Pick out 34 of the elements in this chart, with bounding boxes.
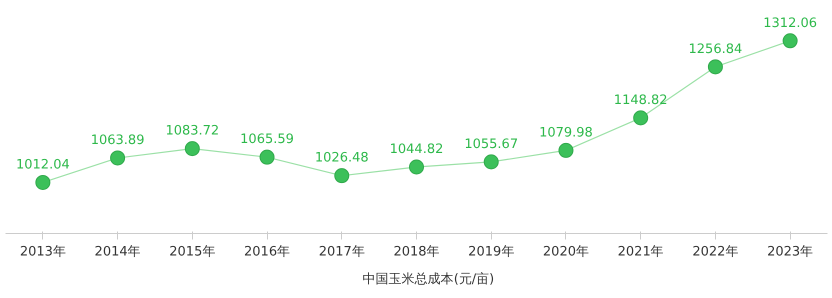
data-label: 1256.84 [688, 42, 742, 57]
data-label: 1083.72 [165, 124, 220, 139]
point [260, 150, 275, 165]
point [110, 150, 126, 166]
data-label: 1026.48 [314, 150, 369, 166]
data-label: 1044.82 [390, 142, 444, 157]
x-tick-label: 2022年 [692, 244, 738, 260]
x-tick-label: 2019年 [468, 244, 514, 260]
point [35, 174, 50, 190]
point [484, 154, 499, 170]
x-tick-label: 2020年 [542, 244, 590, 260]
point [782, 33, 798, 48]
point [708, 59, 723, 74]
x-tick-label: 2015年 [169, 244, 216, 260]
x-tick-label: 2023年 [767, 244, 814, 260]
data-label: 1055.67 [464, 136, 518, 152]
text: 中国玉米总成本(元/亩) [362, 271, 494, 288]
data-label: 1148.82 [614, 92, 668, 108]
point [558, 142, 574, 158]
x-tick-label: 2014年 [94, 244, 141, 260]
data-label: 1063.89 [90, 132, 144, 148]
x-tick-label: 2021年 [618, 244, 664, 260]
point [184, 141, 200, 156]
point [633, 110, 648, 126]
x-tick-label: 2013年 [20, 244, 66, 260]
x-tick-label: 2018年 [393, 244, 440, 260]
data-label: 1012.04 [16, 157, 70, 172]
data-label: 1312.06 [763, 16, 818, 31]
data-label: 1079.98 [539, 125, 593, 140]
data-label: 1065.59 [240, 132, 294, 148]
point [334, 168, 350, 184]
x-tick-label: 2016年 [244, 244, 290, 260]
x-tick-label: 2017年 [318, 244, 365, 260]
point [409, 160, 424, 174]
